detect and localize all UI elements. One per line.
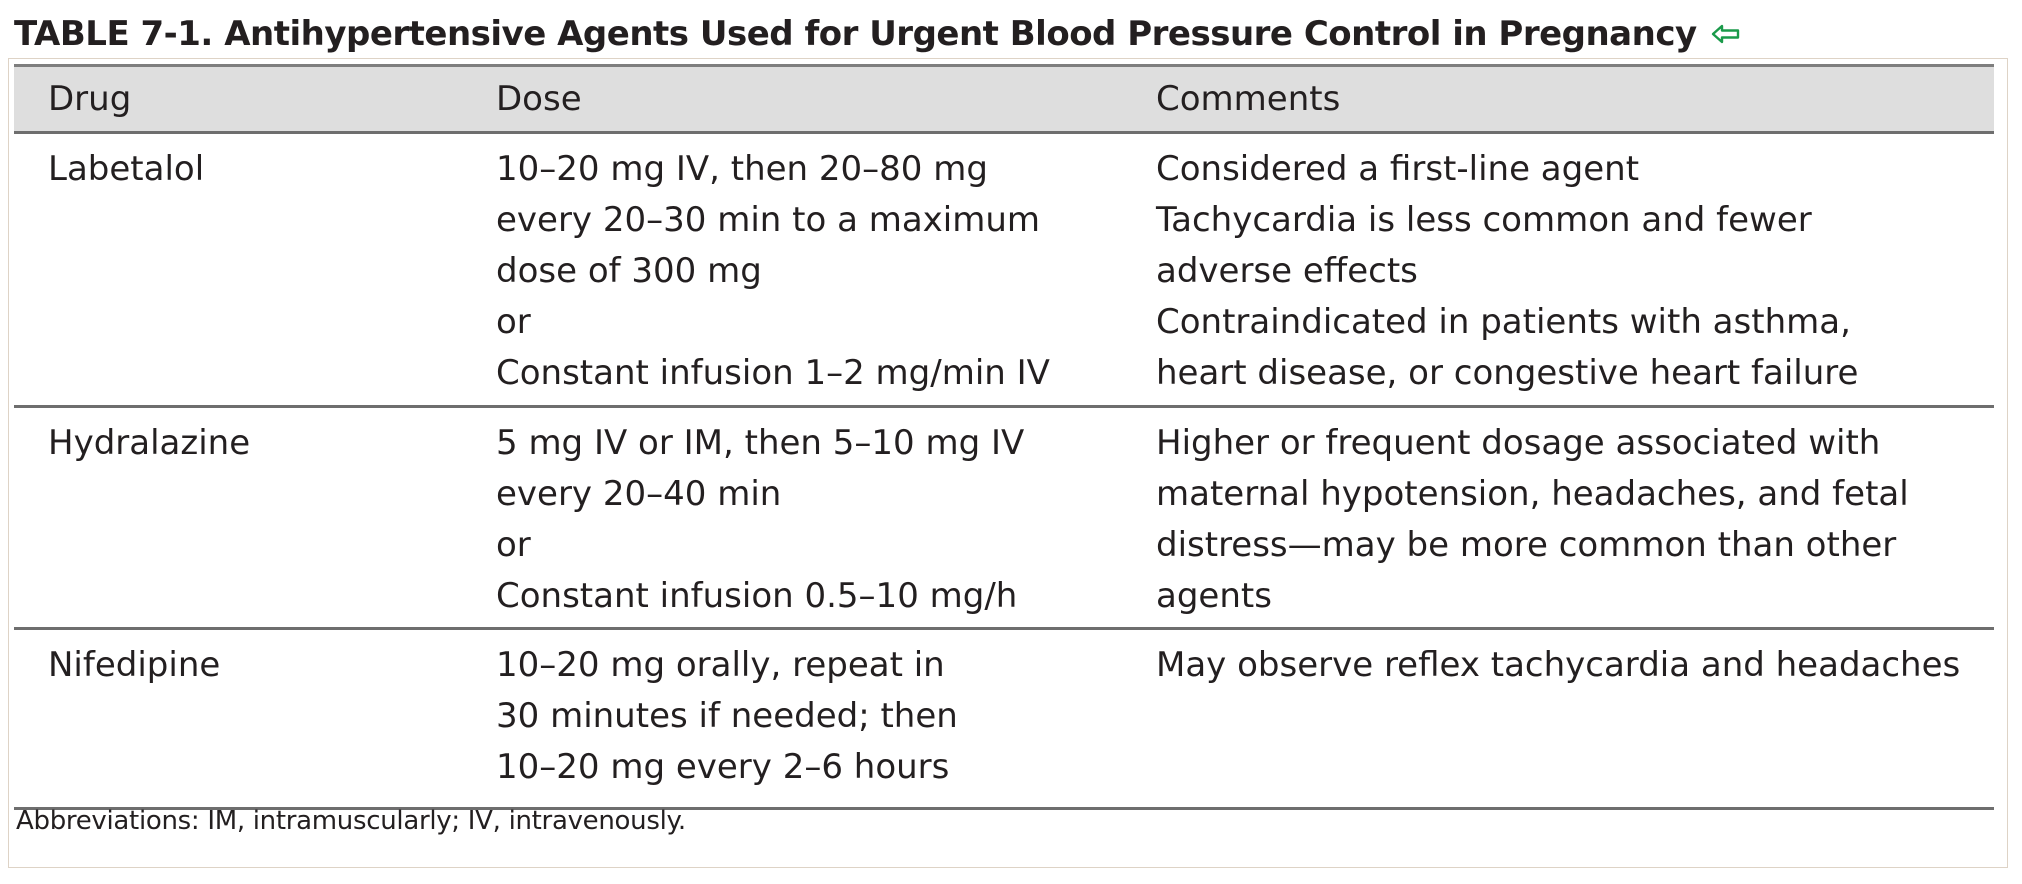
drug-cell: Hydralazine xyxy=(48,423,251,463)
column-header-comments: Comments xyxy=(1156,79,1341,119)
table-row: Hydralazine 5 mg IV or IM, then 5–10 mg … xyxy=(14,408,1994,630)
dose-line: 10–20 mg orally, repeat in xyxy=(496,645,945,685)
dose-line: every 20–30 min to a maximum xyxy=(496,200,1041,240)
abbreviations-footnote: Abbreviations: IM, intramuscularly; IV, … xyxy=(16,806,686,836)
comment-line: adverse effects xyxy=(1156,251,1418,291)
data-table: Drug Dose Comments Labetalol 10–20 mg IV… xyxy=(14,64,1994,810)
dose-line: Constant infusion 1–2 mg/min IV xyxy=(496,353,1050,393)
dose-line: Constant infusion 0.5–10 mg/h xyxy=(496,576,1018,616)
table-title-text: TABLE 7-1. Antihypertensive Agents Used … xyxy=(14,14,1697,54)
comment-line: distress—may be more common than other xyxy=(1156,525,1897,565)
comment-line: agents xyxy=(1156,576,1272,616)
dose-line: 30 minutes if needed; then xyxy=(496,696,958,736)
comment-line: maternal hypotension, headaches, and fet… xyxy=(1156,474,1909,514)
dose-line: every 20–40 min xyxy=(496,474,782,514)
comments-cell: Higher or frequent dosage associated wit… xyxy=(1156,418,1909,622)
dose-line: dose of 300 mg xyxy=(496,251,762,291)
drug-cell: Labetalol xyxy=(48,149,205,189)
table-header: Drug Dose Comments xyxy=(14,64,1994,134)
comment-line: May observe reflex tachycardia and heada… xyxy=(1156,645,1961,685)
column-header-drug: Drug xyxy=(48,79,132,119)
dose-line: 10–20 mg every 2–6 hours xyxy=(496,747,950,787)
dose-line: 10–20 mg IV, then 20–80 mg xyxy=(496,149,988,189)
dose-line: 5 mg IV or IM, then 5–10 mg IV xyxy=(496,423,1025,463)
comment-line: heart disease, or congestive heart failu… xyxy=(1156,353,1859,393)
return-arrow-icon[interactable] xyxy=(1711,23,1741,45)
comments-cell: May observe reflex tachycardia and heada… xyxy=(1156,640,1960,691)
comment-line: Higher or frequent dosage associated wit… xyxy=(1156,423,1881,463)
dose-line: or xyxy=(496,525,531,565)
table-row: Labetalol 10–20 mg IV, then 20–80 mg eve… xyxy=(14,134,1994,408)
table-title: TABLE 7-1. Antihypertensive Agents Used … xyxy=(14,8,1741,60)
comment-line: Tachycardia is less common and fewer xyxy=(1156,200,1812,240)
dose-cell: 10–20 mg IV, then 20–80 mg every 20–30 m… xyxy=(496,144,1050,399)
comments-cell: Considered a first-line agent Tachycardi… xyxy=(1156,144,1858,399)
dose-cell: 5 mg IV or IM, then 5–10 mg IV every 20–… xyxy=(496,418,1024,622)
dose-cell: 10–20 mg orally, repeat in 30 minutes if… xyxy=(496,640,958,793)
comment-line: Contraindicated in patients with asthma, xyxy=(1156,302,1851,342)
table-frame xyxy=(8,58,2008,868)
drug-cell: Nifedipine xyxy=(48,645,221,685)
comment-line: Considered a first-line agent xyxy=(1156,149,1640,189)
table-row: Nifedipine 10–20 mg orally, repeat in 30… xyxy=(14,630,1994,810)
column-header-dose: Dose xyxy=(496,79,582,119)
dose-line: or xyxy=(496,302,531,342)
